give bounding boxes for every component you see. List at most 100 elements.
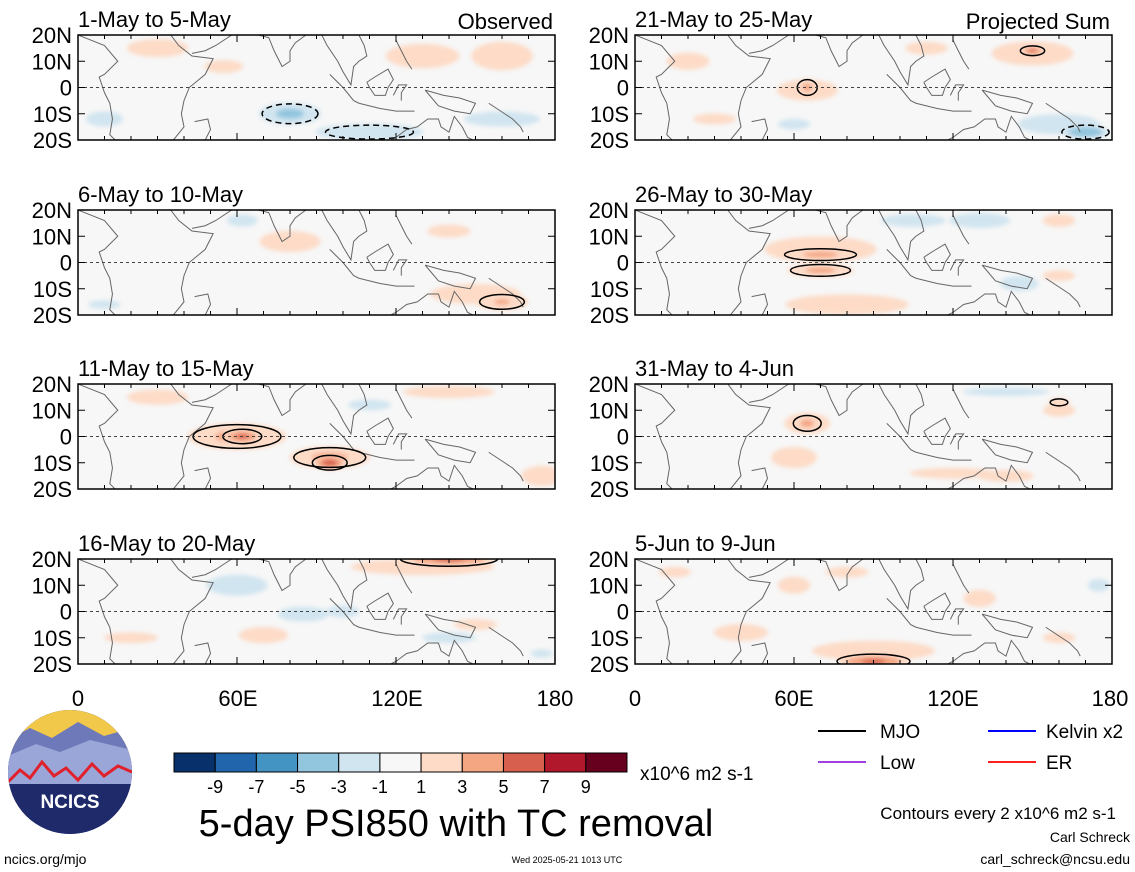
sulawesi-coast <box>392 608 408 625</box>
y-tick-label: 10S <box>590 626 629 651</box>
java-chain <box>915 102 972 112</box>
madagascar-coast <box>751 642 769 664</box>
panel-ticks <box>77 34 556 141</box>
y-tick-label: 0 <box>60 425 72 450</box>
x-tick-label: 180 <box>1092 686 1129 711</box>
y-tick-label: 20S <box>590 128 629 153</box>
anomaly-field <box>88 214 529 311</box>
colorbar-segment <box>585 752 628 773</box>
borneo-coast <box>366 592 394 620</box>
africa-west-coast <box>78 559 119 664</box>
anomaly-contour <box>785 294 909 315</box>
mjo-contour <box>792 414 822 433</box>
new-guinea-coast <box>981 89 1034 115</box>
anomaly-contour <box>1068 127 1103 138</box>
borneo-coast <box>923 592 951 620</box>
sumatra-coast <box>886 598 917 628</box>
contour-note: Contours every 2 x10^6 m2 s-1 <box>880 804 1116 823</box>
y-tick-label: 10N <box>32 398 72 423</box>
y-tick-label: 20N <box>32 198 72 223</box>
y-tick-label: 0 <box>60 251 72 276</box>
java-chain <box>915 451 972 461</box>
mjo-contour <box>1019 45 1046 57</box>
anomaly-contour <box>904 41 949 55</box>
india-coast <box>815 384 864 417</box>
legend-label-er: ER <box>1046 753 1072 774</box>
sulawesi-coast <box>392 84 408 101</box>
colorbar-segment <box>297 752 340 773</box>
colorbar: -9 -7 -5 -3 -1 1 3 5 7 9 <box>173 752 628 797</box>
panel-title: 5-Jun to 9-Jun <box>635 531 776 556</box>
se-asia-coast <box>878 35 925 87</box>
se-asia-coast <box>878 384 925 436</box>
panel-ticks <box>77 209 556 316</box>
anomaly-contour <box>259 230 321 253</box>
africa-east-coast <box>170 35 214 140</box>
x-tick-label: 120E <box>371 686 422 711</box>
anomaly-contour <box>666 52 710 70</box>
panel-ticks <box>634 383 1113 490</box>
panel-title: 11-May to 15-May <box>78 356 254 381</box>
x-axis-right: 0 60E 120E 180 <box>629 686 1128 711</box>
africa-east-coast <box>727 35 771 140</box>
anomaly-contour <box>811 640 936 662</box>
anomaly-contour <box>427 224 471 238</box>
colorbar-tick-label: -7 <box>248 777 264 797</box>
melanesia-chain <box>488 102 524 133</box>
panel-ticks <box>634 209 1113 316</box>
new-guinea-coast <box>981 438 1034 464</box>
mjo-contour <box>311 454 348 471</box>
y-tick-label: 20S <box>590 652 629 677</box>
java-chain <box>915 626 972 636</box>
anomaly-contour <box>521 465 555 487</box>
y-tick-label: 10S <box>33 626 72 651</box>
anomaly-contour <box>658 566 691 578</box>
panel-title: 31-May to 4-Jun <box>635 356 794 381</box>
y-tick-label: 10S <box>590 277 629 302</box>
colorbar-tick-label: 7 <box>540 777 550 797</box>
india-coast <box>258 210 307 243</box>
x-tick-label: 60E <box>218 686 257 711</box>
y-tick-label: 10N <box>32 573 72 598</box>
legend-label-kelvin: Kelvin x2 <box>1046 722 1123 743</box>
panel-title: 21-May to 25-May <box>635 7 812 32</box>
sulawesi-coast <box>392 433 408 450</box>
africa-west-coast <box>78 384 119 489</box>
mjo-contour <box>261 103 319 125</box>
mjo-contours <box>783 247 858 278</box>
sulawesi-coast <box>949 84 965 101</box>
y-tick-label: 10N <box>589 573 629 598</box>
se-asia-coast <box>321 35 368 87</box>
colorbar-segment <box>502 752 546 773</box>
anomaly-contour <box>204 60 244 73</box>
india-coast <box>815 35 864 68</box>
y-tick-label: 10N <box>589 224 629 249</box>
madagascar-coast <box>751 118 769 140</box>
legend: MJO Kelvin x2 Low ER <box>818 722 1123 774</box>
colorbar-tick-label: 3 <box>457 777 467 797</box>
arabia-coast <box>191 210 232 229</box>
anomaly-contour <box>880 214 946 227</box>
anomaly-field <box>658 566 1110 664</box>
melanesia-chain <box>1045 626 1081 657</box>
anomaly-contour <box>530 649 553 658</box>
y-tick-label: 20N <box>589 372 629 397</box>
anomaly-contour <box>385 43 460 69</box>
anomaly-contour <box>962 387 1050 397</box>
x-tick-label: 0 <box>72 686 84 711</box>
philippines-coast <box>395 389 413 419</box>
philippines-coast <box>952 40 970 70</box>
y-tick-label: 0 <box>60 76 72 101</box>
ncics-logo: NCICS <box>8 710 132 834</box>
africa-east-coast <box>727 210 771 315</box>
mjo-contours <box>836 653 911 664</box>
